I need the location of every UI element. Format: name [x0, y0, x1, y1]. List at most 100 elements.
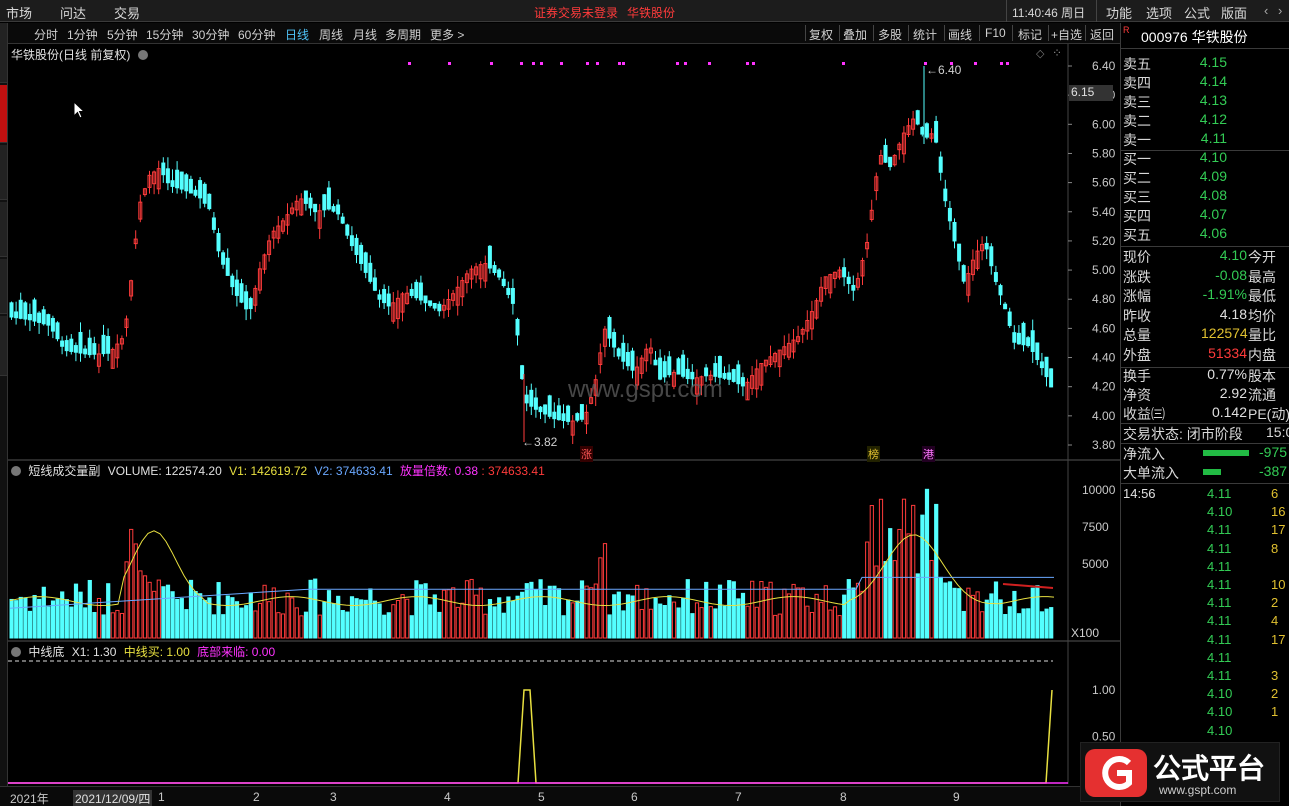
candle-body [37, 312, 42, 323]
menu-options[interactable]: 选项 [1146, 6, 1173, 21]
menu-market[interactable]: 市场 [6, 6, 33, 21]
period-15min[interactable]: 15分钟 [146, 28, 184, 42]
tool-multistock[interactable]: 多股 [878, 28, 903, 42]
tick-time: 14:56 [1123, 486, 1156, 501]
candle-body [865, 241, 870, 250]
candle-body [299, 198, 304, 216]
menu-trade[interactable]: 交易 [114, 6, 141, 21]
candle-body [722, 372, 727, 379]
signal-markers [408, 62, 1009, 65]
left-tab-1[interactable] [0, 23, 7, 83]
high-price-value: 6.40 [938, 63, 962, 77]
volume-bar [708, 606, 713, 639]
candle-body [690, 371, 695, 380]
volume-bar [331, 603, 336, 639]
volume-bar [290, 597, 295, 639]
volume-bar [819, 601, 824, 639]
bid-price: 4.07 [1199, 206, 1227, 222]
ask-row[interactable]: 卖一 4.11 [1121, 130, 1289, 149]
bid-row[interactable]: 买四 4.07 [1121, 206, 1289, 225]
candle-body [993, 272, 998, 282]
stock-title[interactable]: 华铁股份(日线 前复权) [11, 46, 152, 63]
volume-bar [961, 610, 966, 639]
candle-body [1016, 332, 1021, 345]
code-badge: R [1123, 26, 1137, 42]
chevron-left-icon[interactable]: ‹ [1264, 3, 1269, 18]
ask-row[interactable]: 卖四 4.14 [1121, 73, 1289, 92]
ask-row[interactable]: 卖三 4.13 [1121, 92, 1289, 111]
period-1min[interactable]: 1分钟 [67, 28, 98, 42]
candle-body [869, 209, 874, 220]
bid-row[interactable]: 买三 4.08 [1121, 187, 1289, 206]
period-60min[interactable]: 60分钟 [238, 28, 276, 42]
volume-bar [570, 602, 575, 639]
volume-bar [400, 594, 405, 639]
marker-bang[interactable]: 榜 [867, 446, 880, 462]
signal-marker [924, 62, 927, 65]
left-tab-active[interactable] [0, 85, 7, 143]
volume-bar [326, 590, 332, 639]
left-tab-4[interactable] [0, 202, 7, 257]
volume-bar [188, 579, 194, 639]
tool-draw[interactable]: 画线 [948, 28, 973, 42]
period-monthly[interactable]: 月线 [353, 28, 378, 42]
chevron-down-icon[interactable] [137, 50, 148, 60]
menu-formula[interactable]: 公式 [1184, 6, 1211, 21]
volume-bar [423, 583, 428, 639]
menu-function[interactable]: 功能 [1106, 6, 1133, 21]
left-tab-3[interactable] [0, 145, 7, 200]
diamond-icon[interactable]: ◇ [1036, 48, 1045, 60]
bid-row[interactable]: 买二 4.09 [1121, 168, 1289, 187]
login-status[interactable]: 证券交易未登录 [534, 6, 619, 20]
candle-body [750, 375, 755, 389]
marker-gang[interactable]: 港 [922, 446, 935, 462]
ask-row[interactable]: 卖二 4.12 [1121, 111, 1289, 130]
volume-bar [989, 593, 994, 639]
period-more[interactable]: 更多 > [430, 28, 465, 42]
v2-value: V2: 374633.41 [314, 464, 393, 478]
volume-bar [796, 587, 801, 639]
period-multi[interactable]: 多周期 [385, 28, 422, 42]
kline-chart-svg[interactable]: 6.406.206.005.805.605.405.205.004.804.60… [8, 44, 1120, 784]
volume-bar [418, 584, 424, 639]
chevron-right-icon[interactable]: › [1278, 3, 1283, 18]
period-daily[interactable]: 日线 [285, 28, 310, 42]
settings-dots-icon[interactable]: ⁘ [1052, 46, 1063, 60]
left-tab-6[interactable] [0, 316, 7, 376]
bid-row[interactable]: 买五 4.06 [1121, 225, 1289, 244]
indicator-panel-title[interactable]: 中线底 X1: 1.30 中线买: 1.00 底部来临: 0.00 [11, 643, 275, 660]
stock-code[interactable]: 000976 华铁股份 [1141, 29, 1248, 45]
period-timeshare[interactable]: 分时 [34, 28, 59, 42]
marker-zhang[interactable]: 涨 [580, 446, 593, 462]
panel-toggle-icon[interactable] [11, 647, 21, 657]
candle-body [50, 317, 55, 332]
bid-row[interactable]: 买一 4.10 [1121, 149, 1289, 168]
volume-panel-title[interactable]: 短线成交量副 VOLUME: 122574.20 V1: 142619.72 V… [11, 462, 545, 479]
panel-toggle-icon[interactable] [11, 466, 21, 476]
menu-layout[interactable]: 版面 [1221, 6, 1248, 21]
volume-bar [809, 611, 815, 639]
volume-bar [984, 599, 989, 639]
tool-overlay[interactable]: 叠加 [843, 28, 868, 42]
ask-row[interactable]: 卖五 4.15 [1121, 54, 1289, 73]
candle-body [667, 356, 672, 376]
period-weekly[interactable]: 周线 [319, 28, 344, 42]
bid-price: 4.08 [1199, 187, 1227, 203]
volume-bar [83, 607, 88, 639]
left-tab-5[interactable] [0, 259, 7, 314]
volume-bar [386, 612, 391, 639]
volume-bar [271, 587, 276, 639]
tool-add-watchlist[interactable]: +自选 [1051, 28, 1083, 42]
period-5min[interactable]: 5分钟 [107, 28, 138, 42]
menu-wenda[interactable]: 问达 [60, 6, 87, 21]
logo-url: www.gspt.com [1159, 783, 1237, 797]
tool-stats[interactable]: 统计 [913, 28, 938, 42]
tool-f10[interactable]: F10 [985, 26, 1006, 40]
volume-bar [1021, 608, 1026, 639]
tool-mark[interactable]: 标记 [1018, 28, 1043, 42]
tool-back[interactable]: 返回 [1090, 28, 1115, 42]
chart-area[interactable]: 6.406.206.005.805.605.405.205.004.804.60… [8, 44, 1120, 784]
tool-fuquan[interactable]: 复权 [809, 28, 834, 42]
period-30min[interactable]: 30分钟 [192, 28, 230, 42]
stat-value: -0.08 [1215, 266, 1247, 283]
